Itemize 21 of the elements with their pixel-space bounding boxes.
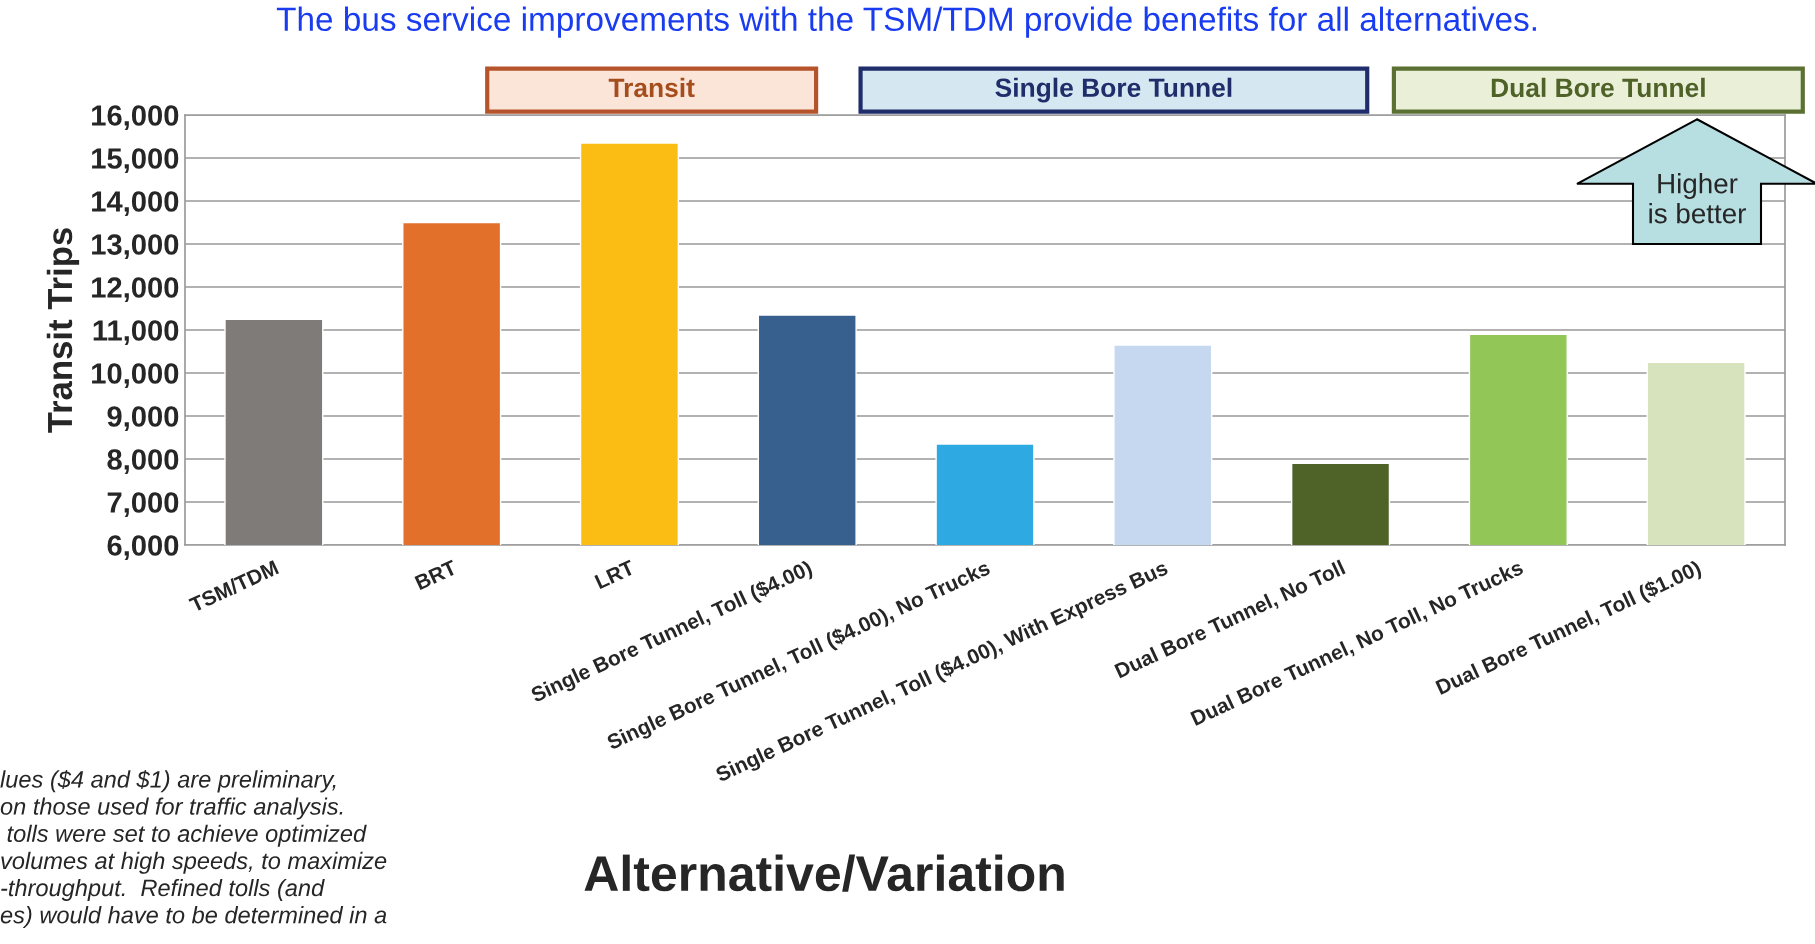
y-axis-title: Transit Trips [46, 228, 80, 433]
text: Single Bore Tunnel [995, 77, 1232, 103]
y-tick-label: 7,000 [107, 492, 179, 518]
y-tick-label: 12,000 [92, 277, 179, 303]
x-tick-label: BRT [414, 559, 458, 591]
chart-title: The bus service improvements with the TSM/TDM provide benefits for all alternatives. [276, 6, 1536, 38]
annotation: Higher is better [1649, 173, 1746, 224]
x-tick-label: LRT [594, 559, 636, 590]
y-tick-label: 14,000 [92, 191, 179, 217]
text: Dual Bore Tunnel [1491, 77, 1705, 98]
y-tick-label: 13,000 [92, 234, 179, 260]
y-tick-label: 6,000 [107, 535, 179, 561]
y-tick-label: 10,000 [92, 363, 179, 389]
y-tick-label: 11,000 [93, 320, 179, 346]
text: lues ($4 and $1) are preliminary, on those used for traffic analysis. tolls were set to achieve optimized volumes at high speeds, to maximize -throughput. Refined tolls (and es) would have to be determined in a [0, 770, 387, 929]
y-tick-label: 16,000 [92, 105, 179, 131]
y-tick-label: 15,000 [92, 148, 179, 174]
y-tick-label: 8,000 [107, 449, 179, 475]
text: Transit [608, 77, 695, 98]
y-tick-label: 9,000 [107, 406, 179, 432]
x-axis-title: Alternative/Variation [584, 854, 1064, 892]
